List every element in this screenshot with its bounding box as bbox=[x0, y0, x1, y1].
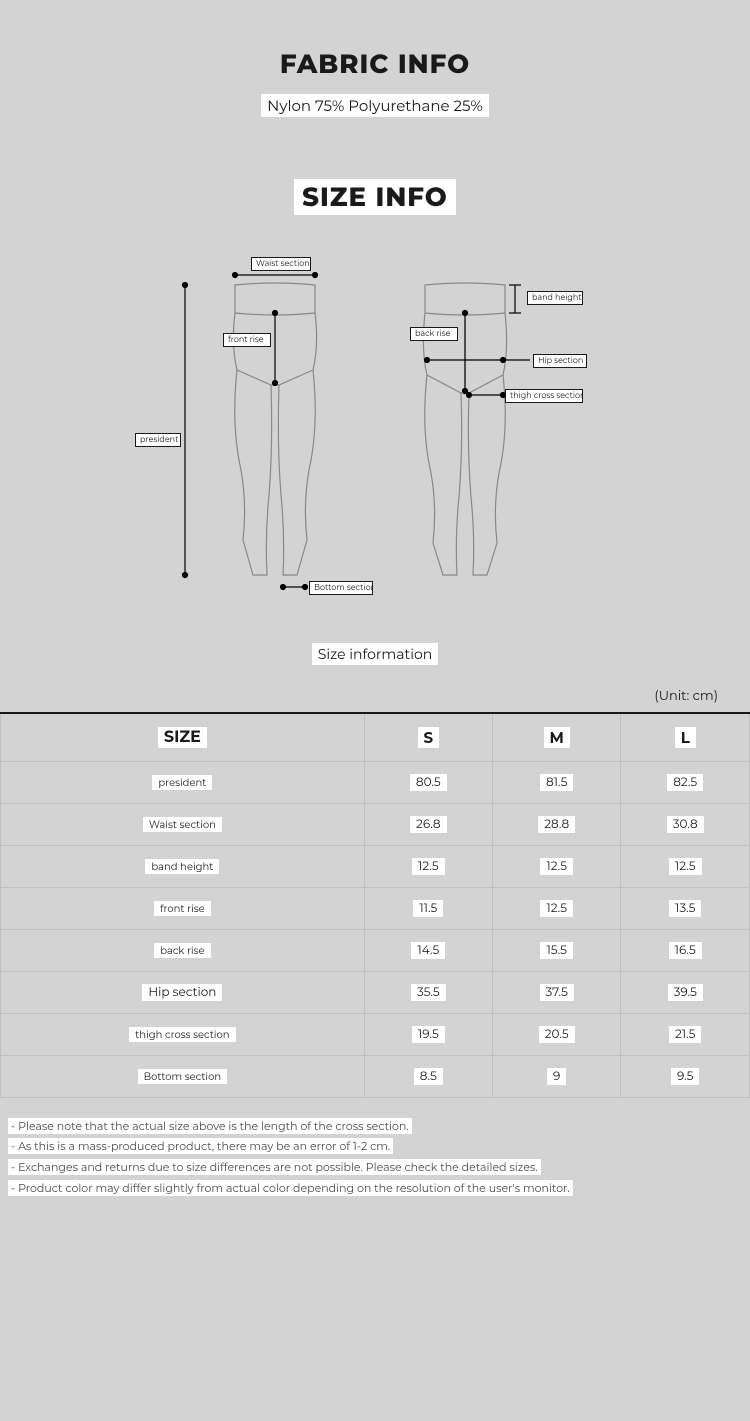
size-info-label: Size information bbox=[0, 645, 750, 664]
cell-value: 80.5 bbox=[364, 761, 492, 803]
cell-value: 12.5 bbox=[364, 845, 492, 887]
table-row: Waist section26.828.830.8 bbox=[1, 803, 750, 845]
table-row: Bottom section8.599.5 bbox=[1, 1055, 750, 1097]
label-hip-section: Hip section bbox=[533, 354, 587, 368]
cell-value: 15.5 bbox=[492, 929, 621, 971]
row-label: Bottom section bbox=[1, 1055, 365, 1097]
cell-value: 82.5 bbox=[621, 761, 750, 803]
cell-value: 39.5 bbox=[621, 971, 750, 1013]
table-row: president80.581.582.5 bbox=[1, 761, 750, 803]
label-band-height: band height bbox=[527, 291, 583, 305]
label-president: president bbox=[135, 433, 181, 447]
fabric-info-title: FABRIC INFO bbox=[0, 48, 750, 80]
cell-value: 13.5 bbox=[621, 887, 750, 929]
row-label: Waist section bbox=[1, 803, 365, 845]
cell-value: 14.5 bbox=[364, 929, 492, 971]
table-row: Hip section35.537.539.5 bbox=[1, 971, 750, 1013]
cell-value: 12.5 bbox=[492, 887, 621, 929]
note-line: - As this is a mass-produced product, th… bbox=[8, 1136, 742, 1157]
row-label: Hip section bbox=[1, 971, 365, 1013]
row-label: band height bbox=[1, 845, 365, 887]
unit-label: (Unit: cm) bbox=[0, 688, 750, 704]
table-row: back rise14.515.516.5 bbox=[1, 929, 750, 971]
label-waist-section: Waist section bbox=[251, 257, 311, 271]
note-line: - Please note that the actual size above… bbox=[8, 1116, 742, 1137]
cell-value: 12.5 bbox=[492, 845, 621, 887]
cell-value: 19.5 bbox=[364, 1013, 492, 1055]
notes-section: - Please note that the actual size above… bbox=[0, 1116, 750, 1200]
note-line: - Exchanges and returns due to size diff… bbox=[8, 1157, 742, 1178]
label-bottom-section: Bottom section bbox=[309, 581, 373, 595]
table-row: thigh cross section19.520.521.5 bbox=[1, 1013, 750, 1055]
cell-value: 16.5 bbox=[621, 929, 750, 971]
cell-value: 9 bbox=[492, 1055, 621, 1097]
cell-value: 30.8 bbox=[621, 803, 750, 845]
size-table: SIZE S M L president80.581.582.5Waist se… bbox=[0, 712, 750, 1098]
cell-value: 8.5 bbox=[364, 1055, 492, 1097]
table-row: front rise11.512.513.5 bbox=[1, 887, 750, 929]
row-label: president bbox=[1, 761, 365, 803]
label-thigh-cross-section: thigh cross section bbox=[505, 389, 583, 403]
row-label: thigh cross section bbox=[1, 1013, 365, 1055]
row-label: front rise bbox=[1, 887, 365, 929]
col-size: SIZE bbox=[1, 713, 365, 761]
size-diagram: Waist section front rise president Botto… bbox=[0, 255, 750, 625]
note-line: - Product color may differ slightly from… bbox=[8, 1178, 742, 1199]
table-header-row: SIZE S M L bbox=[1, 713, 750, 761]
size-info-title: SIZE INFO bbox=[0, 117, 750, 255]
cell-value: 81.5 bbox=[492, 761, 621, 803]
cell-value: 21.5 bbox=[621, 1013, 750, 1055]
cell-value: 9.5 bbox=[621, 1055, 750, 1097]
label-front-rise: front rise bbox=[223, 333, 271, 347]
cell-value: 37.5 bbox=[492, 971, 621, 1013]
col-m: M bbox=[492, 713, 621, 761]
col-s: S bbox=[364, 713, 492, 761]
cell-value: 12.5 bbox=[621, 845, 750, 887]
col-l: L bbox=[621, 713, 750, 761]
cell-value: 26.8 bbox=[364, 803, 492, 845]
table-row: band height12.512.512.5 bbox=[1, 845, 750, 887]
fabric-composition: Nylon 75% Polyurethane 25% bbox=[0, 94, 750, 117]
cell-value: 28.8 bbox=[492, 803, 621, 845]
row-label: back rise bbox=[1, 929, 365, 971]
cell-value: 35.5 bbox=[364, 971, 492, 1013]
label-back-rise: back rise bbox=[410, 327, 458, 341]
cell-value: 20.5 bbox=[492, 1013, 621, 1055]
cell-value: 11.5 bbox=[364, 887, 492, 929]
